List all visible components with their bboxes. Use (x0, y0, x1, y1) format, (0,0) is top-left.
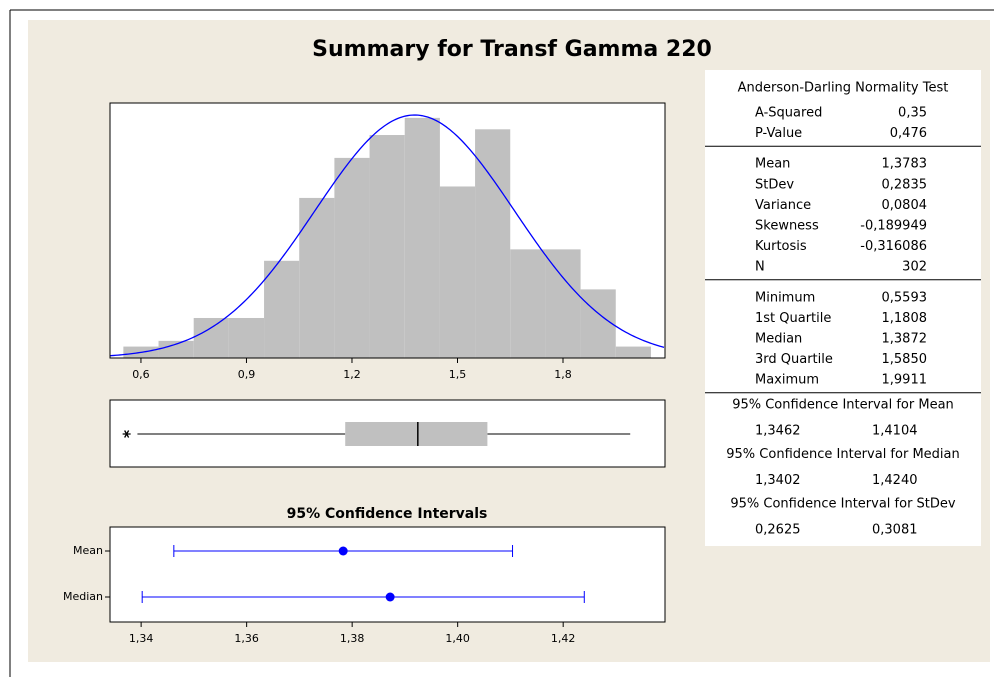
stats-table (705, 70, 981, 546)
histogram-bar (299, 197, 335, 358)
histogram-bar (439, 186, 476, 358)
histogram-bar (193, 317, 229, 358)
stat-label: P-Value (755, 126, 802, 141)
x-tick-label: 1,42 (551, 632, 576, 645)
x-tick-label: 0,6 (132, 368, 150, 381)
stat-label: Median (755, 332, 802, 347)
stat-value: 1,1808 (882, 311, 928, 326)
histogram-bar (334, 157, 370, 358)
stat-label: Skewness (755, 219, 819, 234)
x-tick-label: 1,38 (340, 632, 365, 645)
x-tick-label: 1,40 (445, 632, 470, 645)
normal-curve (109, 114, 665, 357)
y-tick-label: Median (63, 590, 103, 603)
interval-frame (109, 526, 666, 623)
interval-title: 95% Confidence Intervals (287, 506, 488, 522)
interval-value: 0,3081 (872, 523, 918, 538)
outlier (122, 430, 131, 438)
stat-label: Kurtosis (755, 239, 807, 254)
stat-label: N (755, 260, 765, 275)
stat-value: 0,0804 (882, 198, 928, 213)
stat-label: 3rd Quartile (755, 352, 833, 367)
interval-header: 95% Confidence Interval for Mean (732, 398, 954, 413)
y-tick-label: Mean (73, 544, 103, 557)
stat-label: Mean (755, 157, 790, 172)
table-header: Anderson-Darling Normality Test (738, 81, 949, 96)
histogram-bar (158, 340, 194, 358)
interval-header: 95% Confidence Interval for Median (726, 447, 959, 462)
x-tick-label: 0,9 (238, 368, 256, 381)
interval-value: 1,3462 (755, 424, 801, 439)
stat-value: 1,3872 (882, 332, 928, 347)
histogram-bar (475, 129, 511, 358)
x-tick-label: 1,8 (554, 368, 572, 381)
histogram-bar (580, 289, 616, 358)
stat-value: 0,5593 (882, 290, 928, 305)
interval-value: 1,3402 (755, 473, 801, 488)
x-tick-label: 1,5 (449, 368, 467, 381)
interval-value: 0,2625 (755, 523, 801, 538)
stat-label: Minimum (755, 290, 815, 305)
stat-label: 1st Quartile (755, 311, 831, 326)
histogram-frame-line (109, 102, 666, 359)
stat-value: 1,9911 (882, 373, 928, 388)
x-tick-label: 1,36 (234, 632, 259, 645)
interval-point (338, 546, 348, 556)
histogram-bar (510, 249, 546, 358)
interval-point (385, 592, 395, 602)
stat-value: 302 (902, 260, 927, 275)
histogram-bar (369, 135, 405, 358)
stat-value: 0,35 (898, 106, 927, 121)
stat-value: -0,316086 (860, 239, 927, 254)
histogram-bar (615, 346, 651, 358)
title: Summary for Transf Gamma 220 (312, 37, 712, 62)
histogram-bar (228, 317, 265, 358)
stat-label: Maximum (755, 373, 819, 388)
x-tick-label: 1,2 (343, 368, 361, 381)
interval-value: 1,4104 (872, 424, 918, 439)
stat-label: A-Squared (755, 106, 822, 121)
histogram-bar (264, 260, 300, 358)
histogram-bar (545, 249, 581, 358)
interval-value: 1,4240 (872, 473, 918, 488)
box (345, 422, 488, 446)
x-tick-label: 1,34 (129, 632, 154, 645)
stat-value: 0,476 (890, 126, 927, 141)
stat-value: -0,189949 (860, 219, 927, 234)
stat-value: 1,5850 (882, 352, 928, 367)
stat-label: Variance (755, 198, 811, 213)
stat-label: StDev (755, 177, 794, 192)
interval-header: 95% Confidence Interval for StDev (730, 497, 956, 512)
stat-value: 0,2835 (882, 177, 928, 192)
stat-value: 1,3783 (882, 157, 928, 172)
histogram-bar (404, 117, 440, 358)
